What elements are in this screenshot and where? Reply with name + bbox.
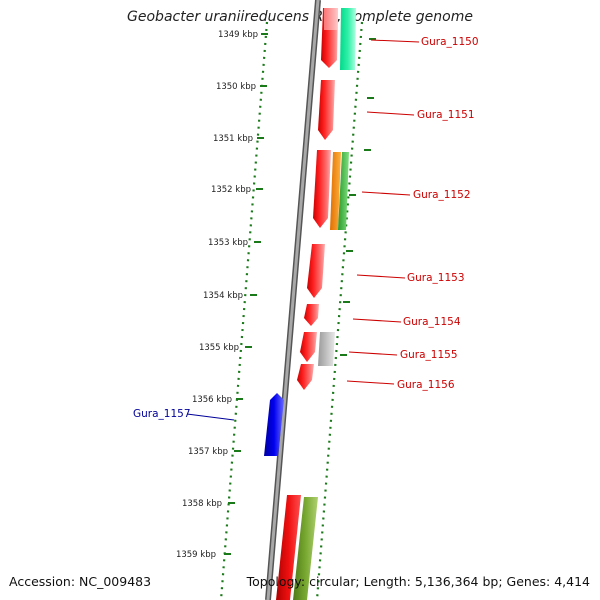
gene-label-gura-1154[interactable]: Gura_1154 [403, 316, 461, 328]
gene-label-gura-1151[interactable]: Gura_1151 [417, 109, 475, 121]
gene-label-gura-1155[interactable]: Gura_1155 [400, 349, 458, 361]
gene-arrow-gura-1156[interactable] [297, 364, 314, 390]
ruler-label-1354: 1354 kbp [203, 291, 243, 301]
ruler-labels: 1349 kbp 1350 kbp 1351 kbp 1352 kbp 1353… [176, 30, 258, 560]
ruler-track-right [315, 21, 364, 600]
gene-labels: Gura_1150 Gura_1151 Gura_1152 Gura_1153 … [133, 36, 479, 420]
gene-arrow-gura-1157[interactable] [264, 393, 284, 456]
feature-1155-gray[interactable] [318, 332, 335, 366]
page-title: Geobacter uraniireducens Rf4, complete g… [127, 9, 473, 25]
feature-1152-green[interactable] [338, 152, 349, 230]
label-leaders [186, 39, 420, 421]
feature-lower-red[interactable] [276, 495, 301, 600]
gene-arrow-gura-1151[interactable] [318, 80, 335, 140]
gene-label-gura-1150[interactable]: Gura_1150 [421, 36, 479, 48]
feature-1150-teal[interactable] [340, 8, 356, 70]
ruler-label-1350: 1350 kbp [216, 82, 256, 92]
ruler-label-1351: 1351 kbp [213, 134, 253, 144]
gene-arrow-gura-1154[interactable] [304, 304, 319, 326]
gene-features [264, 8, 356, 600]
ruler-label-1349: 1349 kbp [218, 30, 258, 40]
ruler-track-left [219, 21, 269, 600]
ruler-label-1352: 1352 kbp [211, 185, 251, 195]
gene-arrow-gura-1152[interactable] [313, 150, 331, 228]
gene-label-gura-1157[interactable]: Gura_1157 [133, 408, 191, 420]
gene-arrow-gura-1150-top [324, 8, 338, 30]
ruler-label-1357: 1357 kbp [188, 447, 228, 457]
accession-text: Accession: NC_009483 [9, 574, 152, 589]
gene-label-gura-1156[interactable]: Gura_1156 [397, 379, 455, 391]
ruler-label-1355: 1355 kbp [199, 343, 239, 353]
gene-label-gura-1153[interactable]: Gura_1153 [407, 272, 465, 284]
ruler-label-1358: 1358 kbp [182, 499, 222, 509]
feature-1152-orange[interactable] [330, 152, 341, 230]
ruler-label-1356: 1356 kbp [192, 395, 232, 405]
genome-summary-text: Topology: circular; Length: 5,136,364 bp… [246, 574, 590, 589]
ruler-ticks [224, 33, 376, 555]
ruler-label-1359: 1359 kbp [176, 550, 216, 560]
gene-arrow-gura-1153[interactable] [307, 244, 325, 298]
ruler-label-1353: 1353 kbp [208, 238, 248, 248]
gene-arrow-gura-1155[interactable] [300, 332, 317, 362]
feature-lower-olive[interactable] [293, 497, 318, 600]
gene-label-gura-1152[interactable]: Gura_1152 [413, 189, 471, 201]
